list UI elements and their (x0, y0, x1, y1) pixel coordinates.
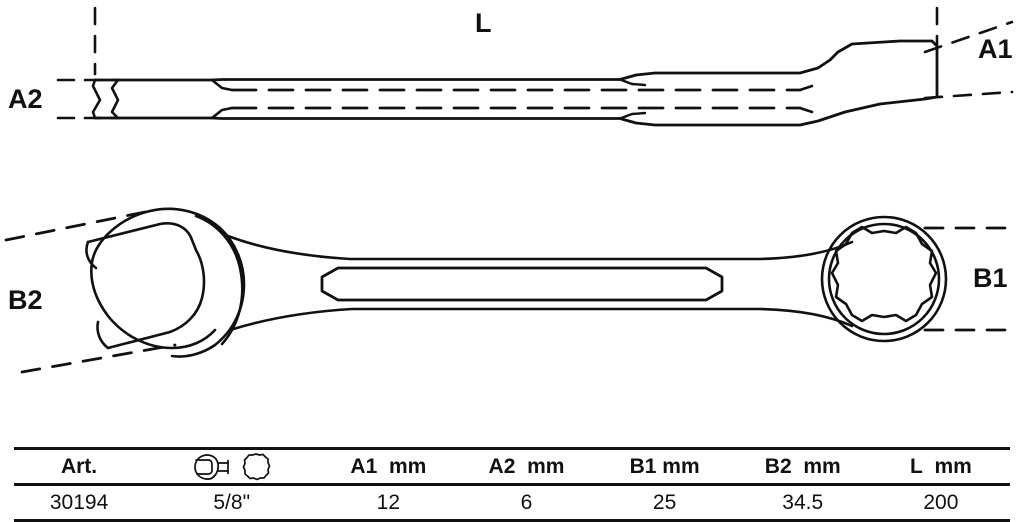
side-view-group (56, 6, 1014, 127)
header-art: Art. (14, 447, 145, 486)
header-a1-unit: mm (388, 454, 427, 478)
wrench-drawing-svg (4, 6, 1018, 374)
side-view-notch-bottom (618, 111, 647, 120)
ring-outer-circle (820, 215, 948, 343)
cell-l: 200 (871, 484, 1010, 522)
header-b2: B2 mm (733, 447, 872, 486)
side-view-groove-end-top (798, 84, 814, 92)
twelve-point-ring-icon (242, 452, 271, 480)
side-view-lower-outline (93, 95, 939, 127)
dimension-label-a1: A1 (978, 34, 1013, 64)
header-b1: B1 mm (595, 447, 734, 486)
header-a2: A2 mm (457, 447, 596, 486)
jaw-outer-right (148, 207, 246, 358)
jaw-throat-upper (86, 222, 198, 252)
side-view-groove-lead-bottom (210, 106, 234, 120)
side-view-groove-end-bottom (798, 106, 814, 114)
specification-table: Art. A1 mm A2 mm (14, 447, 1010, 522)
header-wrench-size-icon (144, 447, 320, 486)
side-view-groove-lead-top (210, 78, 234, 92)
dimension-label-b2: B2 (8, 285, 43, 315)
dimension-label-b1: B1 (973, 263, 1008, 293)
header-a1-label: A1 (350, 454, 378, 478)
cell-b2: 34.5 (733, 484, 872, 522)
header-l: L mm (871, 447, 1010, 486)
cell-size: 5/8" (144, 484, 320, 522)
table-row: 30194 5/8" 12 6 25 34.5 200 (14, 484, 1010, 522)
b2-extension-bottom (20, 343, 177, 374)
a1-extension-top (923, 20, 1014, 54)
side-view-notch-top (618, 78, 647, 87)
header-b2-unit: mm (803, 454, 841, 478)
jaw-head-bulge (194, 214, 244, 346)
header-l-unit: mm (934, 454, 972, 478)
side-view-left-tip (91, 78, 102, 120)
cell-a1: 12 (319, 484, 458, 522)
table-header: Art. A1 mm A2 mm (14, 447, 1010, 486)
side-view-left-fold (110, 78, 120, 120)
jaw-tip-upper (85, 240, 98, 270)
a1-extension-bottom (923, 90, 1014, 100)
ring-inner-circle (827, 222, 941, 336)
ring-twelve-point-profile (830, 225, 938, 323)
jaw-tip-lower (96, 320, 110, 350)
table-header-row: Art. A1 mm A2 mm (14, 447, 1010, 486)
shaft-lower-outline (228, 307, 854, 332)
header-l-label: L (909, 454, 923, 478)
header-b1-label: B1 (629, 454, 657, 478)
jaw-outer-upper (90, 209, 217, 350)
dimension-label-a2: A2 (8, 84, 43, 114)
cell-a2: 6 (457, 484, 596, 522)
header-b2-label: B2 (764, 454, 792, 478)
header-a2-label: A2 (488, 454, 516, 478)
table-body: 30194 5/8" 12 6 25 34.5 200 (14, 484, 1010, 522)
open-end-wrench-icon (193, 453, 229, 480)
side-view-upper-outline (93, 39, 939, 82)
shaft-recess (320, 266, 724, 302)
header-a1: A1 mm (319, 447, 458, 486)
header-a2-unit: mm (527, 454, 565, 478)
cell-b1: 25 (595, 484, 734, 522)
jaw-throat-inner (106, 248, 206, 350)
wrench-size-icon-group (144, 452, 319, 482)
cell-art: 30194 (14, 484, 145, 522)
b2-extension-top (4, 209, 152, 242)
dimension-label-length: L (475, 8, 492, 38)
header-b1-unit: mm (662, 454, 700, 478)
technical-drawing-area: L A1 A2 B1 B2 (4, 6, 1018, 374)
plan-view-group (4, 207, 1018, 374)
shaft-upper-outline (226, 234, 854, 261)
